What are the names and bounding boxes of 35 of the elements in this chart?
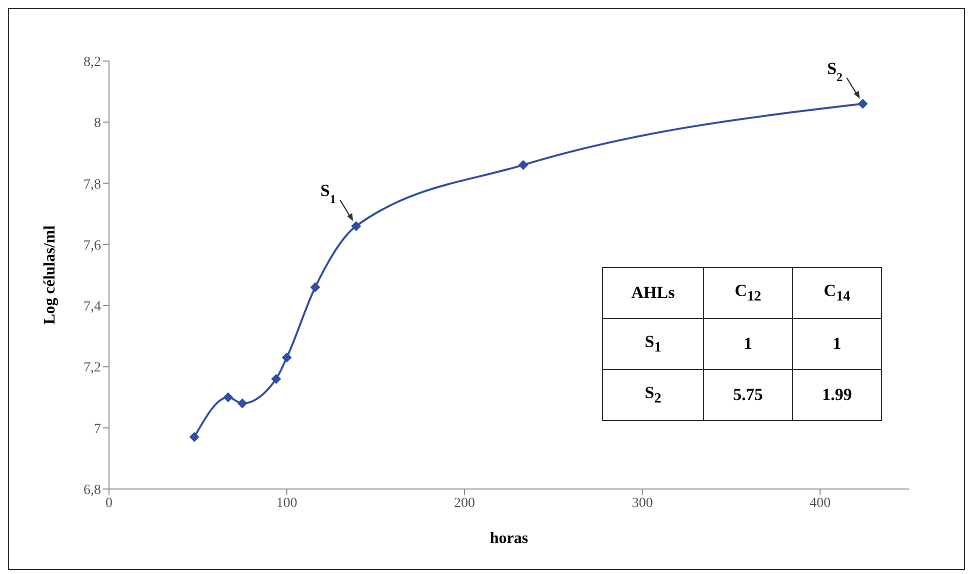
y-tick-label: 7 bbox=[94, 422, 101, 437]
category-label: S$_{1}$ bbox=[644, 332, 662, 356]
x-tick-label: 300 bbox=[632, 496, 653, 511]
point bbox=[858, 98, 868, 109]
point bbox=[189, 432, 200, 442]
text: 1 bbox=[832, 334, 842, 353]
point bbox=[237, 398, 248, 408]
y-tick-label: 7,2 bbox=[84, 360, 101, 376]
x-axis-title: horas bbox=[490, 530, 528, 547]
annotation: S$_{1}$ bbox=[320, 181, 336, 206]
category-label: C$_{14}$ bbox=[824, 280, 850, 304]
y-tick-label: 7,6 bbox=[84, 238, 101, 254]
x-tick-label: 200 bbox=[454, 496, 476, 511]
point bbox=[223, 392, 234, 402]
text: 1.99 bbox=[822, 385, 852, 404]
y-tick-label: 8 bbox=[94, 116, 101, 132]
x-tick-label: 0 bbox=[106, 496, 112, 511]
text: 1 bbox=[744, 334, 752, 353]
category-label: S$_{2}$ bbox=[644, 382, 662, 406]
category-label: C$_{12}$ bbox=[734, 280, 762, 304]
y-tick-label: 7,4 bbox=[84, 300, 101, 315]
annotation: S$_{2}$ bbox=[827, 58, 843, 84]
x-tick-label: 100 bbox=[276, 496, 298, 511]
point bbox=[282, 352, 292, 363]
y-axis-title: Log células/ml bbox=[42, 224, 59, 325]
y-tick-label: 8,2 bbox=[84, 54, 101, 70]
point bbox=[518, 160, 528, 170]
x-tick-label: 400 bbox=[810, 496, 831, 511]
point bbox=[271, 374, 282, 384]
y-tick-label: 6,8 bbox=[84, 482, 101, 498]
point bbox=[310, 282, 320, 292]
text: AHLs bbox=[631, 283, 675, 302]
text: 5.75 bbox=[733, 385, 763, 404]
y-tick-label: 7,8 bbox=[84, 177, 101, 192]
point bbox=[351, 221, 362, 232]
